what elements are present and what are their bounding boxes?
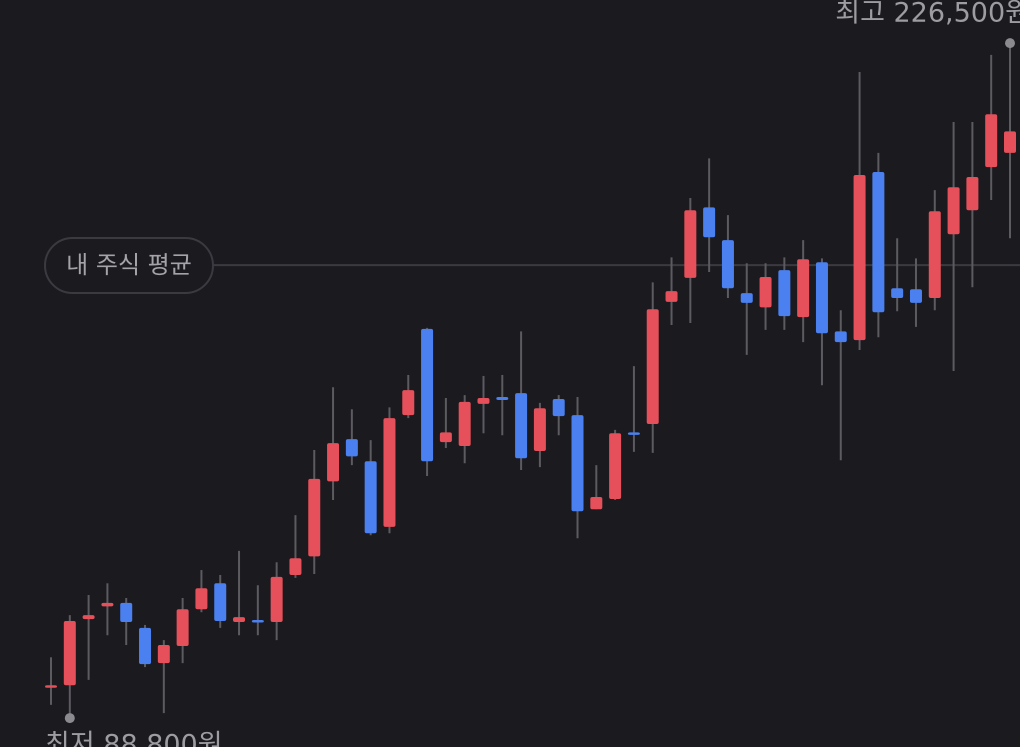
candle-body <box>63 621 76 686</box>
candle-body <box>101 602 114 607</box>
candle-body <box>289 558 302 575</box>
candle-body <box>703 207 716 238</box>
candle-body <box>327 443 340 482</box>
candle-body <box>740 293 753 303</box>
candle-body <box>195 588 208 610</box>
candle-body <box>139 627 152 665</box>
candle-body <box>872 172 885 313</box>
candle-body <box>684 210 697 278</box>
candle-body <box>778 270 791 317</box>
candle-body <box>909 289 922 303</box>
candle-body <box>176 609 189 647</box>
candle-body <box>251 620 264 623</box>
candle-body <box>759 276 772 308</box>
candle-body <box>477 398 490 404</box>
candle-body <box>308 478 321 557</box>
candle-body <box>853 174 866 341</box>
low-marker <box>64 713 75 724</box>
candle-body <box>552 398 565 417</box>
high-label: 최고 226,500원 <box>835 0 1020 29</box>
candle-body <box>646 309 659 424</box>
candle-body <box>665 291 678 302</box>
candle-body <box>214 583 227 622</box>
candle-body <box>571 415 584 512</box>
candle-body <box>82 615 95 620</box>
candle-body <box>609 433 622 499</box>
candle-body <box>383 418 396 527</box>
candle-body <box>985 114 998 168</box>
candle-body <box>590 497 603 510</box>
candle-body <box>439 432 452 443</box>
candle-body <box>947 187 960 235</box>
candle-body <box>533 408 546 451</box>
candle-body <box>421 328 434 462</box>
candle-body <box>233 617 246 623</box>
candle-body <box>364 461 377 534</box>
candle-body <box>891 288 904 299</box>
candle-body <box>928 211 941 299</box>
candle-body <box>627 432 640 435</box>
candle-body <box>270 576 283 623</box>
low-label: 최저 88,800원 <box>45 730 223 747</box>
candle-body <box>815 262 828 334</box>
average-pill <box>44 237 214 294</box>
candle-body <box>345 439 358 457</box>
average-label: 내 주식 평균 <box>66 251 192 279</box>
candle-body <box>834 331 847 343</box>
candle-body <box>1004 131 1016 153</box>
candle-body <box>157 645 170 664</box>
candle-body <box>966 176 979 211</box>
candle-body <box>402 390 415 416</box>
high-marker <box>1005 38 1015 49</box>
candle-body <box>496 397 509 400</box>
candle-body <box>120 602 133 623</box>
candle-body <box>45 685 57 688</box>
candle-body <box>515 393 528 459</box>
candle-body <box>458 401 471 447</box>
candle-body <box>721 240 734 289</box>
candle-body <box>797 259 810 318</box>
